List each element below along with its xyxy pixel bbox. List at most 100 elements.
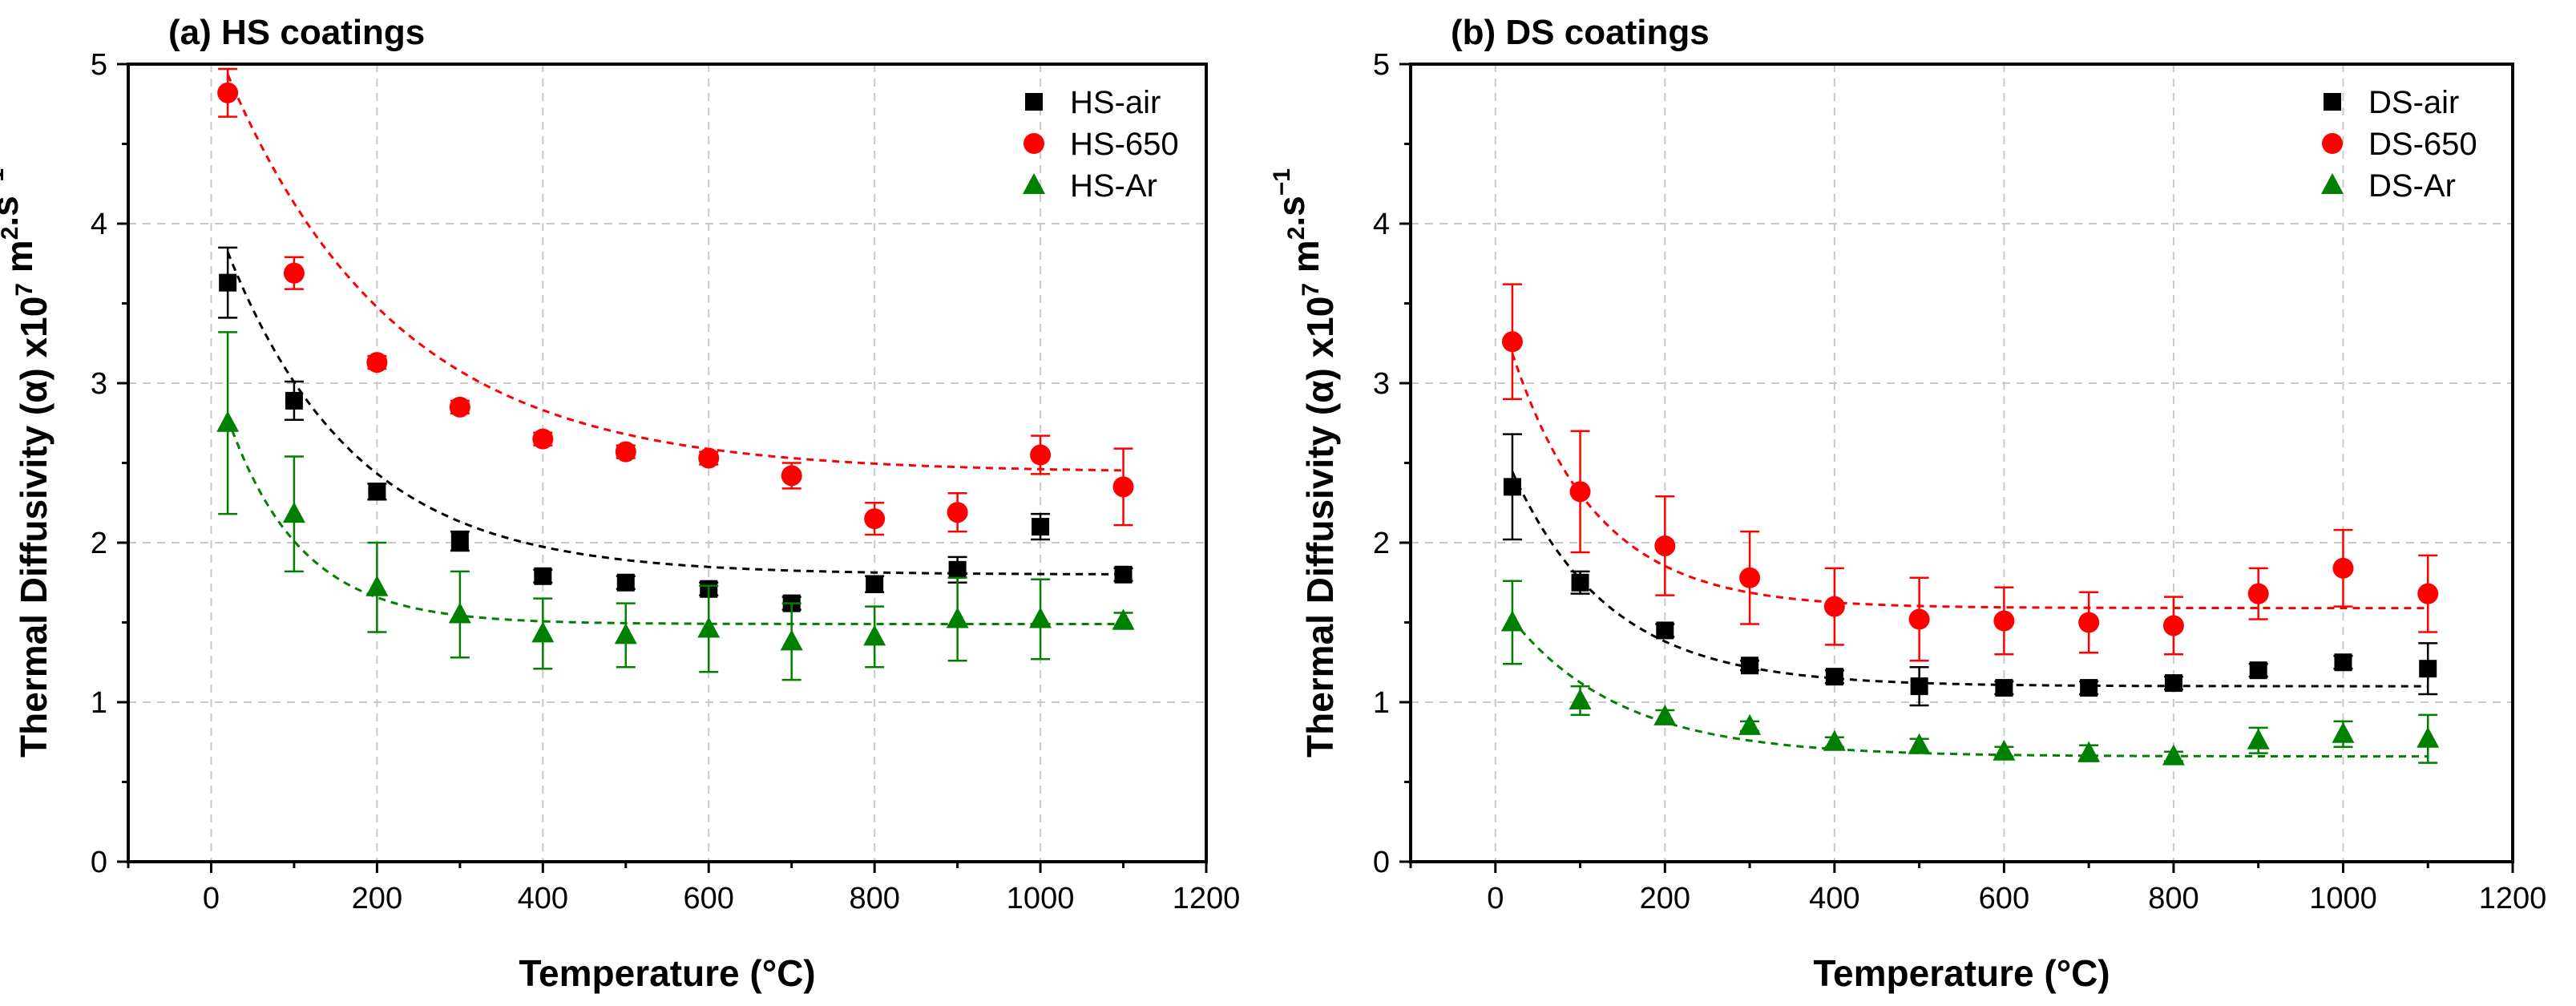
data-point <box>285 391 303 410</box>
y-axis-title-sup: 2 <box>1283 227 1310 240</box>
y-tick-label: 3 <box>1373 367 1390 401</box>
data-point <box>282 502 305 523</box>
data-point <box>697 616 721 638</box>
y-tick-label: 5 <box>91 48 107 82</box>
y-tick-label: 1 <box>1373 686 1390 720</box>
legend-label: DS-Ar <box>2368 168 2456 204</box>
panel-title: (a) HS coatings <box>168 13 425 52</box>
legend-marker <box>1025 93 1043 111</box>
x-tick-label: 1200 <box>1173 882 1241 915</box>
fit-curve <box>1511 619 2429 758</box>
data-point <box>2164 674 2182 693</box>
y-axis-title-sup: −1 <box>1269 168 1295 196</box>
data-point <box>864 508 886 530</box>
data-point <box>946 607 969 628</box>
y-tick-label: 3 <box>91 367 107 401</box>
data-point <box>2417 726 2440 748</box>
data-point <box>1114 565 1133 584</box>
data-point <box>2332 557 2354 579</box>
data-point <box>2078 612 2100 633</box>
data-point <box>283 262 305 284</box>
series-DS-air <box>1502 433 2438 707</box>
data-point <box>947 502 968 523</box>
x-tick-label: 400 <box>1809 882 1859 915</box>
x-tick-label: 600 <box>1979 882 2029 915</box>
data-point <box>2249 661 2267 680</box>
x-tick-label: 200 <box>1640 882 1690 915</box>
series-HS-650 <box>217 67 1134 536</box>
y-axis-title-sup: −1 <box>0 168 9 196</box>
fit-curve <box>226 74 1124 472</box>
data-point <box>1569 481 1591 503</box>
data-point <box>1503 478 1521 496</box>
x-tick-label: 0 <box>203 882 220 915</box>
data-point <box>1501 331 1523 353</box>
x-tick-label: 600 <box>684 882 734 915</box>
data-point <box>531 621 555 643</box>
y-tick-label: 2 <box>91 527 107 560</box>
data-point <box>616 573 635 592</box>
data-point <box>534 567 552 585</box>
fit-curve <box>1511 471 2429 688</box>
data-point <box>1112 608 1135 630</box>
data-point <box>948 560 967 579</box>
data-point <box>1993 610 2015 632</box>
y-axis-title-part: Thermal Diffusivity (α) x10 <box>13 297 55 758</box>
data-point <box>863 624 886 646</box>
data-point <box>365 575 389 596</box>
y-tick-label: 0 <box>91 846 107 879</box>
data-point <box>2162 744 2185 766</box>
y-tick-label: 5 <box>1373 48 1390 82</box>
chart-panel-2: 0 200 400 600 800 1000 1200 0 1 2 3 4 5 (b) DS coatin… <box>1269 13 2546 994</box>
data-point <box>1823 596 1845 617</box>
data-point <box>532 428 554 450</box>
legend-marker <box>1023 173 1045 194</box>
data-point <box>1569 689 1592 710</box>
legend-label: HS-650 <box>1070 127 1179 162</box>
data-point <box>614 623 637 644</box>
data-point <box>1654 535 1676 556</box>
data-point <box>1825 668 1843 686</box>
fit-curve <box>226 418 1124 625</box>
data-point <box>2077 741 2101 762</box>
legend-label: HS-air <box>1070 85 1161 120</box>
x-tick-label: 1000 <box>2309 882 2377 915</box>
y-tick-label: 0 <box>1373 846 1390 879</box>
x-tick-label: 1200 <box>2479 882 2547 915</box>
data-point <box>615 441 636 463</box>
x-tick-label: 1000 <box>1007 882 1075 915</box>
data-point <box>217 82 239 103</box>
data-point <box>448 602 471 624</box>
y-axis-title-sup: 2 <box>0 227 23 240</box>
y-axis-title: Thermal Diffusivity (α) x107 m2.s−1 <box>1269 168 1341 758</box>
data-point <box>2419 660 2437 678</box>
legend-label: DS-air <box>2368 85 2459 120</box>
series-DS-650 <box>1501 283 2439 662</box>
data-point <box>1030 444 1052 466</box>
data-point <box>2417 583 2439 604</box>
y-tick-label: 1 <box>91 686 107 720</box>
data-point <box>1739 567 1761 588</box>
data-point <box>1571 573 1589 592</box>
y-axis-title-part: Thermal Diffusivity (α) x10 <box>1299 297 1341 758</box>
y-axis-title-part: m <box>1285 240 1326 283</box>
y-axis-title: Thermal Diffusivity (α) x107 m2.s−1 <box>0 168 55 758</box>
legend-marker <box>2324 93 2341 111</box>
y-axis-title-part: m <box>0 240 40 283</box>
legend-marker <box>1024 133 1044 154</box>
fit-curve <box>1511 353 2429 610</box>
data-point <box>1032 518 1050 536</box>
series-DS-Ar <box>1500 580 2440 766</box>
data-point <box>1823 729 1846 751</box>
x-tick-label: 800 <box>849 882 899 915</box>
data-point <box>780 629 803 651</box>
x-tick-label: 200 <box>352 882 402 915</box>
data-point <box>1908 733 1931 754</box>
x-tick-label: 800 <box>2148 882 2198 915</box>
data-point <box>449 396 470 418</box>
data-point <box>2332 721 2355 743</box>
data-point <box>1112 476 1134 498</box>
data-point <box>450 532 469 551</box>
legend-marker <box>2321 173 2344 194</box>
